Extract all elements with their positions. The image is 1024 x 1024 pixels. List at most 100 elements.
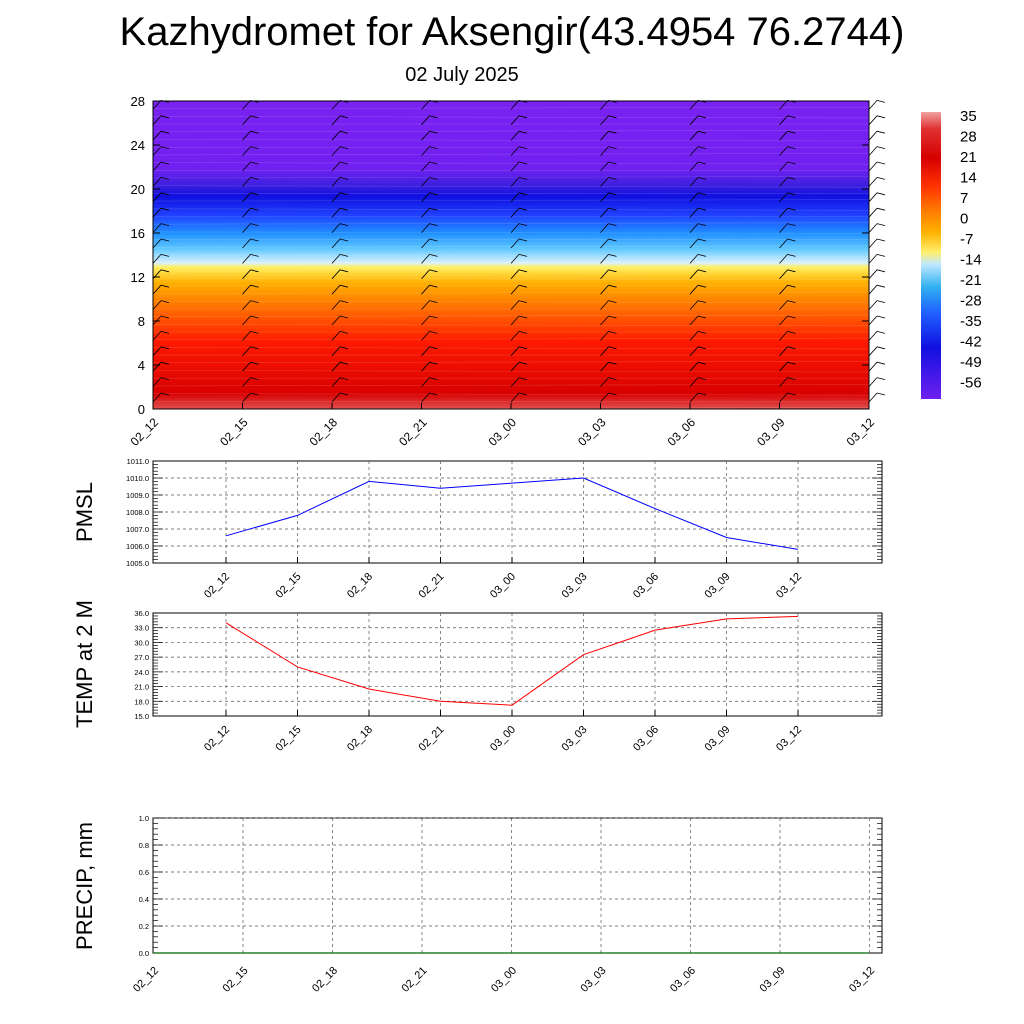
wind-barb (242, 254, 251, 264)
wind-barb (242, 238, 251, 249)
wind-barb (242, 315, 251, 326)
wind-barb (421, 207, 430, 218)
wind-barb-flag (339, 130, 349, 134)
y-tick-label: 21.0 (134, 683, 149, 692)
y-tick-label: 27.0 (134, 653, 149, 662)
wind-barb-flag (160, 115, 170, 119)
y-tick-label: 12 (131, 270, 145, 285)
wind-barb-flag (697, 207, 707, 211)
wind-barb (600, 115, 609, 126)
wind-barb-flag (339, 331, 349, 334)
wind-barb (242, 346, 251, 357)
wind-barb (331, 177, 341, 187)
y-tick-label: 24.0 (134, 668, 149, 677)
page-subtitle: 02 July 2025 (405, 64, 519, 86)
contour-line (152, 106, 870, 109)
y-tick-label: 1007.0 (126, 525, 149, 534)
wind-barb (152, 100, 162, 110)
wind-barb-flag (608, 238, 617, 242)
wind-barb (421, 100, 430, 110)
wind-barb-flag (608, 269, 617, 273)
wind-barb (421, 269, 430, 280)
x-tick-label: 03_09 (754, 415, 788, 449)
wind-barb (152, 146, 162, 156)
wind-barb (510, 284, 520, 295)
wind-barb (510, 254, 520, 264)
contour-line (152, 268, 870, 271)
x-tick-label: 03_00 (488, 724, 518, 754)
wind-barb (421, 300, 430, 310)
wind-barb (421, 177, 430, 187)
x-tick-label: 03_09 (758, 965, 788, 995)
wind-barb-flag (339, 392, 349, 396)
wind-barb-flag (608, 254, 617, 257)
wind-barb (868, 223, 878, 233)
wind-barb-flag (518, 161, 528, 165)
wind-barb-flag (787, 254, 796, 257)
wind-barb-flag (697, 377, 707, 380)
y-tick-label: 1005.0 (126, 559, 149, 568)
wind-barb-flag (697, 315, 707, 319)
wind-barb (152, 300, 162, 310)
wind-barb (331, 115, 341, 126)
wind-barb-flag (876, 346, 886, 350)
contour-line (152, 222, 870, 225)
wind-barb (331, 146, 341, 156)
contour-line (152, 208, 870, 211)
wind-barb (868, 161, 878, 172)
wind-barb-flag (339, 315, 349, 319)
wind-barb (600, 315, 609, 326)
wind-barb (510, 161, 520, 172)
wind-barb (421, 223, 430, 233)
contour-line (152, 370, 870, 373)
wind-barb-flag (876, 269, 886, 273)
wind-barb (689, 331, 699, 341)
wind-barb (152, 207, 162, 218)
wind-barb (510, 177, 520, 187)
wind-barb-flag (697, 192, 707, 196)
wind-barb-flag (518, 223, 528, 226)
wind-barb (152, 192, 162, 203)
wind-barb-flag (250, 161, 259, 165)
wind-barb (510, 130, 520, 141)
y-tick-label: 4 (138, 358, 145, 373)
wind-barb (779, 269, 788, 280)
wind-barb (152, 377, 162, 387)
wind-barb-flag (787, 146, 796, 149)
wind-barb (421, 192, 430, 203)
wind-barb-flag (160, 130, 170, 134)
wind-barb-flag (697, 130, 707, 134)
wind-barb (331, 315, 341, 326)
wind-barb-flag (697, 392, 707, 396)
wind-barb (868, 361, 878, 372)
wind-barb (689, 207, 699, 218)
wind-barb (510, 115, 520, 126)
wind-barb (152, 392, 162, 403)
wind-barb-flag (250, 115, 259, 119)
wind-barb (689, 392, 699, 403)
y-tick-label: 24 (131, 138, 145, 153)
wind-barb-flag (339, 377, 349, 380)
wind-barb-flag (697, 331, 707, 334)
wind-barb (510, 146, 520, 156)
wind-barb (331, 254, 341, 264)
wind-barb (510, 238, 520, 249)
wind-barb-flag (876, 238, 886, 242)
wind-barb (600, 269, 609, 280)
wind-barb-flag (518, 130, 528, 134)
wind-barb (868, 392, 878, 403)
wind-barb (689, 315, 699, 326)
wind-barb (779, 331, 788, 341)
wind-barb (868, 177, 878, 187)
wind-barb-flag (250, 238, 259, 242)
wind-barb-flag (787, 377, 796, 380)
wind-barb-flag (697, 223, 707, 226)
y-tick-label: 1.0 (139, 814, 149, 823)
wind-barb (421, 377, 430, 387)
colorbar-label: -49 (960, 354, 982, 371)
wind-barb (421, 130, 430, 141)
wind-barb (779, 377, 788, 387)
wind-barb-flag (339, 146, 349, 149)
wind-barb-flag (876, 130, 886, 134)
